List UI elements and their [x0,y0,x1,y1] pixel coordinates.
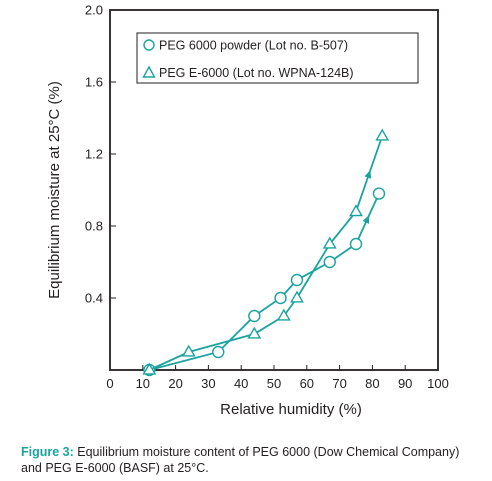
x-tick-label: 100 [427,376,449,391]
x-tick-label: 30 [201,376,215,391]
legend-circle-icon [143,39,155,51]
data-point-triangle [276,308,291,321]
x-tick-label: 0 [106,376,113,391]
legend-label-peg-6000: PEG 6000 powder (Lot no. B-507) [159,39,348,53]
x-tick-label: 90 [398,376,412,391]
figure-caption: Figure 3: Equilibrium moisture content o… [21,444,481,476]
moisture-chart: 0 10 20 30 40 50 60 70 80 90 100 0.4 0.8 1.2 1.6 2.0 R… [46,3,449,419]
legend-label-peg-e-6000: PEG E-6000 (Lot no. WPNA-124B) [159,66,354,80]
x-tick-label: 20 [168,376,182,391]
data-point-circle [349,237,363,251]
legend: PEG 6000 powder (Lot no. B-507) PEG E-60… [136,32,419,84]
y-tick-label: 0.4 [85,291,103,306]
data-point-circle [372,187,386,200]
x-tick-label: 10 [136,376,150,391]
y-tick-label: 1.2 [85,147,103,162]
x-tick-label: 70 [332,376,346,391]
legend-box [136,32,419,84]
data-point-triangle [322,236,337,249]
y-axis-ticks: 0.4 0.8 1.2 1.6 2.0 [85,3,116,306]
x-tick-label: 60 [300,376,314,391]
series-line-2 [148,135,384,371]
y-axis-label: Equilibrium moisture at 25°C (%) [46,81,63,299]
data-point-triangle [142,362,157,375]
data-point-triangle [290,290,304,303]
data-point-circle [274,291,287,305]
x-axis-label: Relative humidity (%) [220,401,362,418]
direction-arrow-icon [362,215,370,224]
data-point-triangle [349,204,363,217]
data-point-triangle [375,128,390,141]
series-layer [142,128,390,377]
x-tick-label: 40 [234,376,248,391]
data-point-triangle [247,326,262,339]
series-line-1 [149,193,380,371]
data-point-circle [323,255,336,269]
x-tick-label: 80 [365,376,379,391]
data-point-circle [212,345,225,359]
x-tick-label: 50 [267,376,281,391]
data-point-triangle [181,344,196,357]
data-point-circle [248,309,261,323]
direction-arrow-icon [364,170,372,179]
y-tick-label: 2.0 [85,3,103,18]
x-axis-ticks: 0 10 20 30 40 50 60 70 80 90 100 [106,365,449,391]
data-point-circle [290,273,304,287]
figure-caption-text: Equilibrium moisture content of PEG 6000… [21,445,460,475]
legend-triangle-icon [142,65,156,78]
y-tick-label: 0.8 [85,219,103,234]
y-tick-label: 1.6 [85,75,103,90]
figure-caption-lead: Figure 3: [21,445,74,459]
